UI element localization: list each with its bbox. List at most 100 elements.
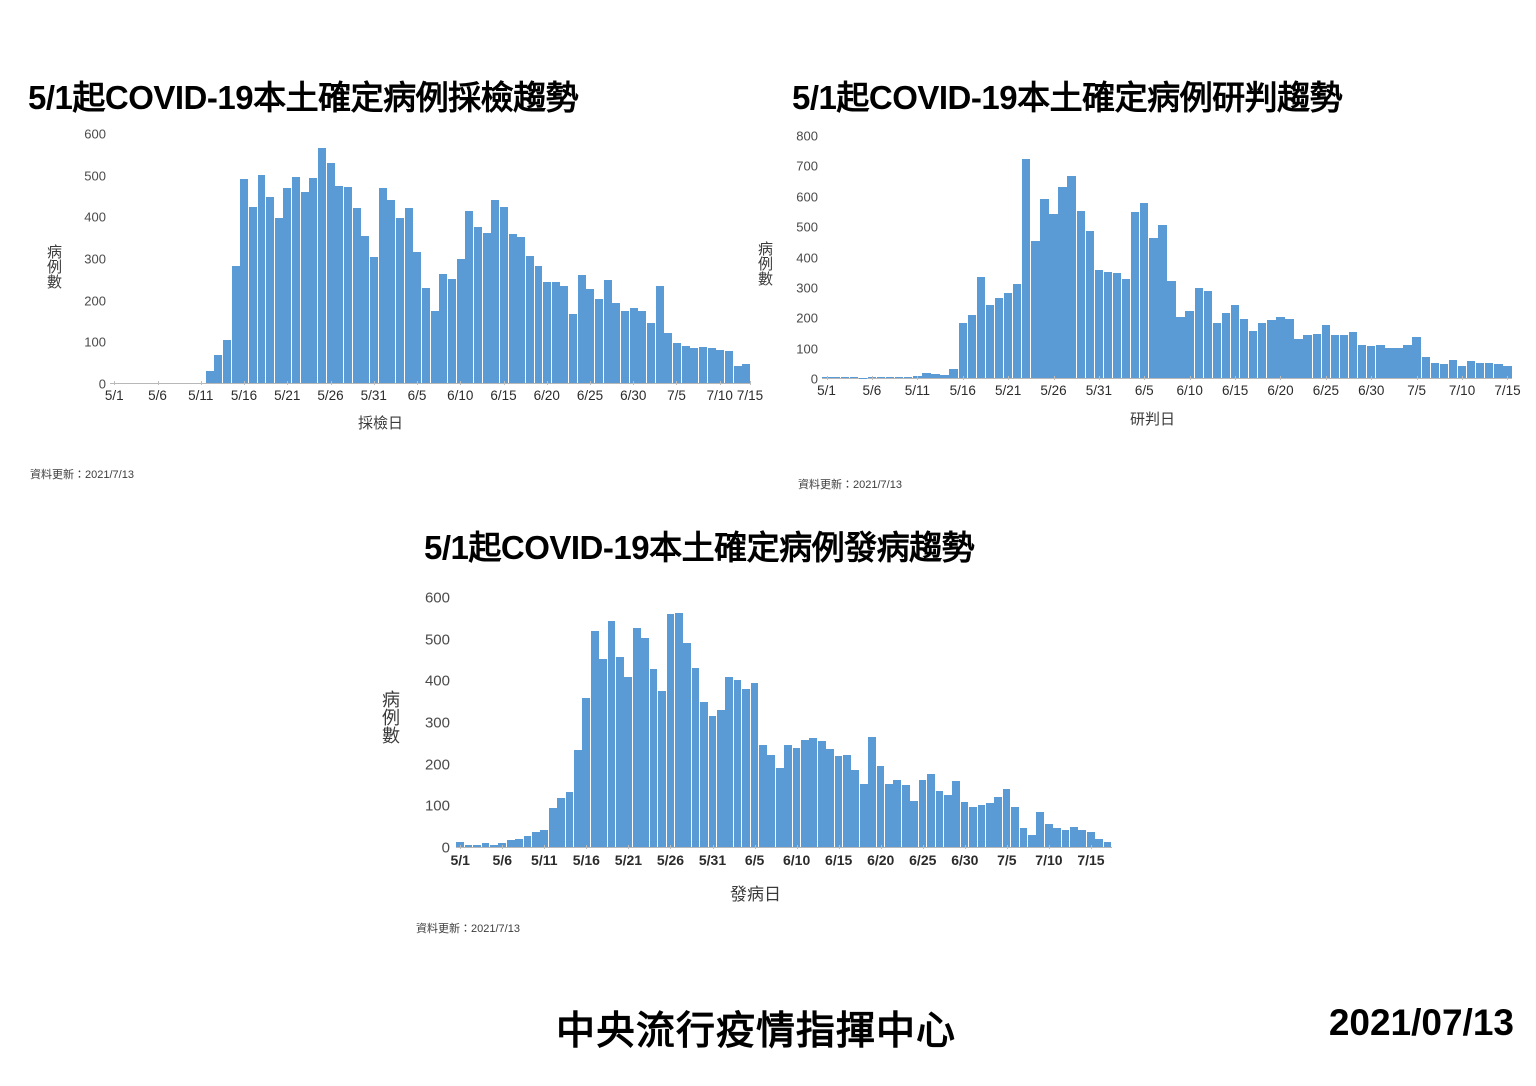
bar <box>621 311 630 383</box>
bar <box>1019 828 1028 847</box>
x-axis-tick-mark <box>590 381 591 385</box>
bar <box>515 838 523 847</box>
bar <box>1049 213 1058 378</box>
bar <box>404 208 413 383</box>
bar <box>1367 346 1376 378</box>
x-axis-tick-label: 6/5 <box>1134 383 1154 398</box>
plot-area-sampling: 病例數 0 100 200 300 400 500 600 5/1 5/6 5/11 5/16 5/… <box>18 127 770 434</box>
bar <box>1494 364 1503 378</box>
y-axis-tick-label: 200 <box>84 293 106 309</box>
bar <box>1149 238 1158 378</box>
bar <box>649 668 658 847</box>
bar <box>1403 344 1412 378</box>
bar <box>1339 335 1349 378</box>
bar <box>655 285 664 383</box>
x-axis-tick-label: 6/15 <box>825 852 853 868</box>
y-axis-tick-label: 0 <box>810 371 818 387</box>
bar <box>582 698 591 847</box>
x-axis-tick-label: 6/5 <box>407 388 427 403</box>
bar <box>733 679 742 847</box>
bar <box>1076 210 1085 378</box>
update-note-onset: 資料更新：2021/7/13 <box>416 923 520 935</box>
x-axis-tick-mark <box>964 845 966 849</box>
x-axis-onset: 5/1 5/6 5/11 5/16 5/21 5/26 5/31 6/5 6/10 6/15 6/2… <box>450 845 1112 871</box>
y-axis-tick-label: 400 <box>424 672 450 690</box>
bar <box>1003 292 1013 378</box>
x-axis-tick-label: 5/1 <box>817 383 836 398</box>
bar <box>792 747 801 847</box>
x-axis-tick-label: 6/25 <box>576 388 604 403</box>
bar <box>1421 356 1430 378</box>
x-axis-tick-label: 7/10 <box>706 388 733 403</box>
bar <box>885 783 893 847</box>
bar <box>831 377 840 378</box>
x-axis-tick-label: 6/30 <box>951 852 979 868</box>
bar <box>1457 365 1467 378</box>
bar <box>1085 230 1094 378</box>
bar <box>750 682 759 847</box>
bar <box>344 187 353 383</box>
bar <box>1230 305 1240 378</box>
y-axis-tick-label: 100 <box>84 334 106 350</box>
bar <box>647 322 655 383</box>
x-axis-tick-label: 6/20 <box>867 852 895 868</box>
bar <box>1285 318 1294 378</box>
bar <box>1012 283 1022 378</box>
bar <box>767 754 776 847</box>
bar <box>1267 320 1276 378</box>
bar <box>834 756 843 847</box>
bar <box>413 251 422 383</box>
bar <box>673 343 681 383</box>
bar <box>447 279 456 383</box>
x-axis-tick-label: 5/26 <box>656 852 685 868</box>
x-axis-tick-label: 7/15 <box>1077 852 1105 868</box>
x-axis-tick-label: 5/1 <box>104 388 124 403</box>
x-axis-tick-mark <box>460 845 462 849</box>
x-axis-tick-mark <box>1090 845 1092 849</box>
x-axis-tick-mark <box>962 376 964 380</box>
bar <box>378 187 387 383</box>
x-axis-tick-mark <box>1006 845 1008 849</box>
bar <box>557 798 565 847</box>
y-axis-tick-label: 500 <box>796 219 818 235</box>
bar <box>1103 271 1113 378</box>
x-axis-title-onset: 發病日 <box>730 885 781 904</box>
chart-panel-onset: 5/1起COVID-19本土確定病例發病趨勢 病例數 0 100 200 300 400… <box>380 528 1152 976</box>
x-axis-tick-label: 5/16 <box>572 852 600 868</box>
x-axis-tick-mark <box>546 381 548 385</box>
x-axis-tick-mark <box>1371 376 1373 380</box>
bar <box>214 354 223 383</box>
bar <box>274 218 283 383</box>
bar <box>894 377 904 378</box>
chart-panel-confirm: 5/1起COVID-19本土確定病例研判趨勢 病例數 0 100 200 300 400… <box>756 78 1530 510</box>
bar <box>784 744 792 847</box>
bar <box>664 333 673 383</box>
bar <box>849 377 858 378</box>
x-axis-tick-mark <box>157 381 159 385</box>
bar <box>1376 344 1385 378</box>
y-axis-tick-label: 300 <box>796 280 818 296</box>
x-axis-tick-mark <box>1325 376 1327 380</box>
x-axis-tick-mark <box>1048 845 1050 849</box>
x-axis-tick-label: 6/25 <box>909 852 937 868</box>
bar <box>910 801 918 847</box>
bar <box>733 366 742 383</box>
bar <box>683 643 692 847</box>
bar <box>326 163 335 383</box>
bar <box>868 736 876 847</box>
bar <box>758 744 767 847</box>
y-axis-tick-label: 400 <box>84 209 106 225</box>
bar <box>716 709 725 847</box>
bar <box>248 206 257 383</box>
x-axis-tick-label: 7/10 <box>1448 383 1476 398</box>
bar <box>1239 318 1249 378</box>
bar <box>1176 317 1185 378</box>
bar <box>742 364 751 383</box>
y-axis-tick-label: 600 <box>796 189 818 205</box>
bar <box>1040 198 1049 378</box>
bar <box>1036 811 1045 847</box>
x-axis-tick-mark <box>417 381 419 385</box>
x-axis-tick-label: 7/15 <box>736 388 764 403</box>
bar <box>577 274 586 383</box>
